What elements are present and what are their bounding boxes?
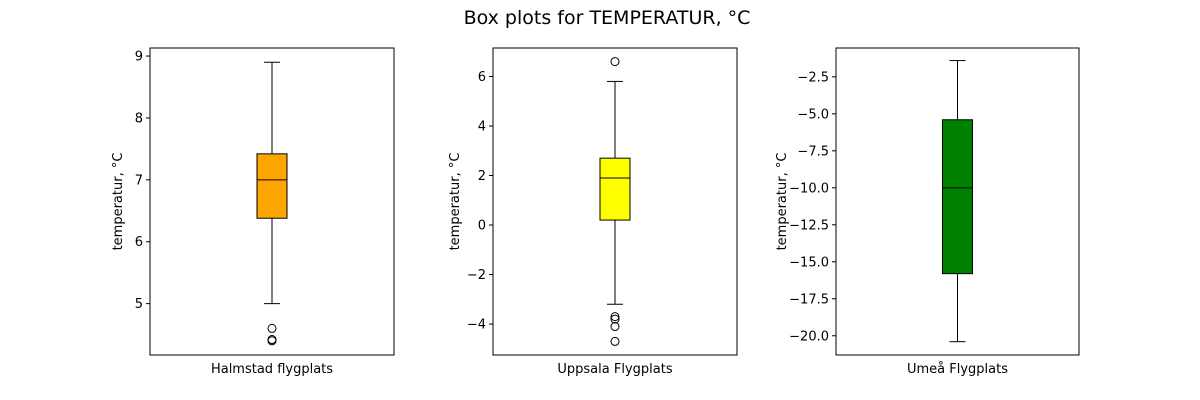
outlier-point: [610, 322, 620, 332]
box-plot-panel: −4 −2 0 2 4 6 Uppsala Flygplats temperatur, °C: [448, 47, 738, 377]
box-plot-panel: −20.0 −17.5 −15.0 −12.5 −10.0 −7.5 −5.0 −2.5 Ume…: [775, 47, 1080, 377]
y-tick-label: −4: [467, 318, 486, 333]
x-category-label: Umeå Flygplats: [907, 362, 1008, 377]
y-tick-label: −20.0: [789, 329, 829, 344]
iqr-box: [942, 119, 973, 275]
outlier-point: [610, 57, 620, 67]
outlier-point: [610, 314, 620, 324]
outlier-point: [610, 312, 620, 322]
axes-frame: [492, 47, 738, 356]
y-axis-label: temperatur, °C: [111, 153, 126, 251]
y-tick-label: 0: [478, 219, 486, 234]
y-tick-label: 9: [135, 50, 143, 65]
y-tick-label: −2.5: [797, 70, 829, 85]
figure-title: Box plots for TEMPERATUR, °C: [464, 7, 751, 29]
x-category-label: Halmstad flygplats: [211, 362, 333, 377]
y-axis-label: temperatur, °C: [775, 153, 790, 251]
x-category-label: Uppsala Flygplats: [557, 362, 672, 377]
y-tick-label: 7: [135, 173, 143, 188]
outlier-point: [610, 336, 620, 346]
y-tick-label: 2: [478, 169, 486, 184]
y-tick-label: −17.5: [789, 292, 829, 307]
y-tick-label: −15.0: [789, 255, 829, 270]
y-tick-label: −10.0: [789, 181, 829, 196]
y-tick-label: −12.5: [789, 218, 829, 233]
y-tick-label: 8: [135, 111, 143, 126]
outlier-point: [267, 335, 277, 345]
y-tick-label: 5: [135, 297, 143, 312]
y-axis-label: temperatur, °C: [448, 153, 463, 251]
y-tick-label: −2: [467, 268, 486, 283]
y-tick-label: −5.0: [797, 107, 829, 122]
axes-frame: [835, 47, 1080, 356]
y-tick-label: 6: [478, 70, 486, 85]
box-plot-panel: 5 6 7 8 9 Halmstad flygplats temperatur, °C: [111, 47, 395, 377]
axes-frame: [149, 47, 395, 356]
outlier-point: [267, 323, 277, 333]
y-tick-label: −7.5: [797, 144, 829, 159]
iqr-box: [599, 157, 631, 221]
y-tick-label: 6: [135, 235, 143, 250]
iqr-box: [256, 153, 288, 219]
y-tick-label: 4: [478, 119, 486, 134]
